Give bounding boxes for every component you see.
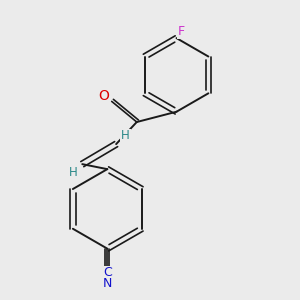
- Text: F: F: [178, 25, 185, 38]
- Text: N: N: [103, 278, 112, 290]
- Text: H: H: [68, 166, 77, 179]
- Text: H: H: [121, 129, 130, 142]
- Text: O: O: [98, 89, 109, 103]
- Text: C: C: [103, 266, 112, 279]
